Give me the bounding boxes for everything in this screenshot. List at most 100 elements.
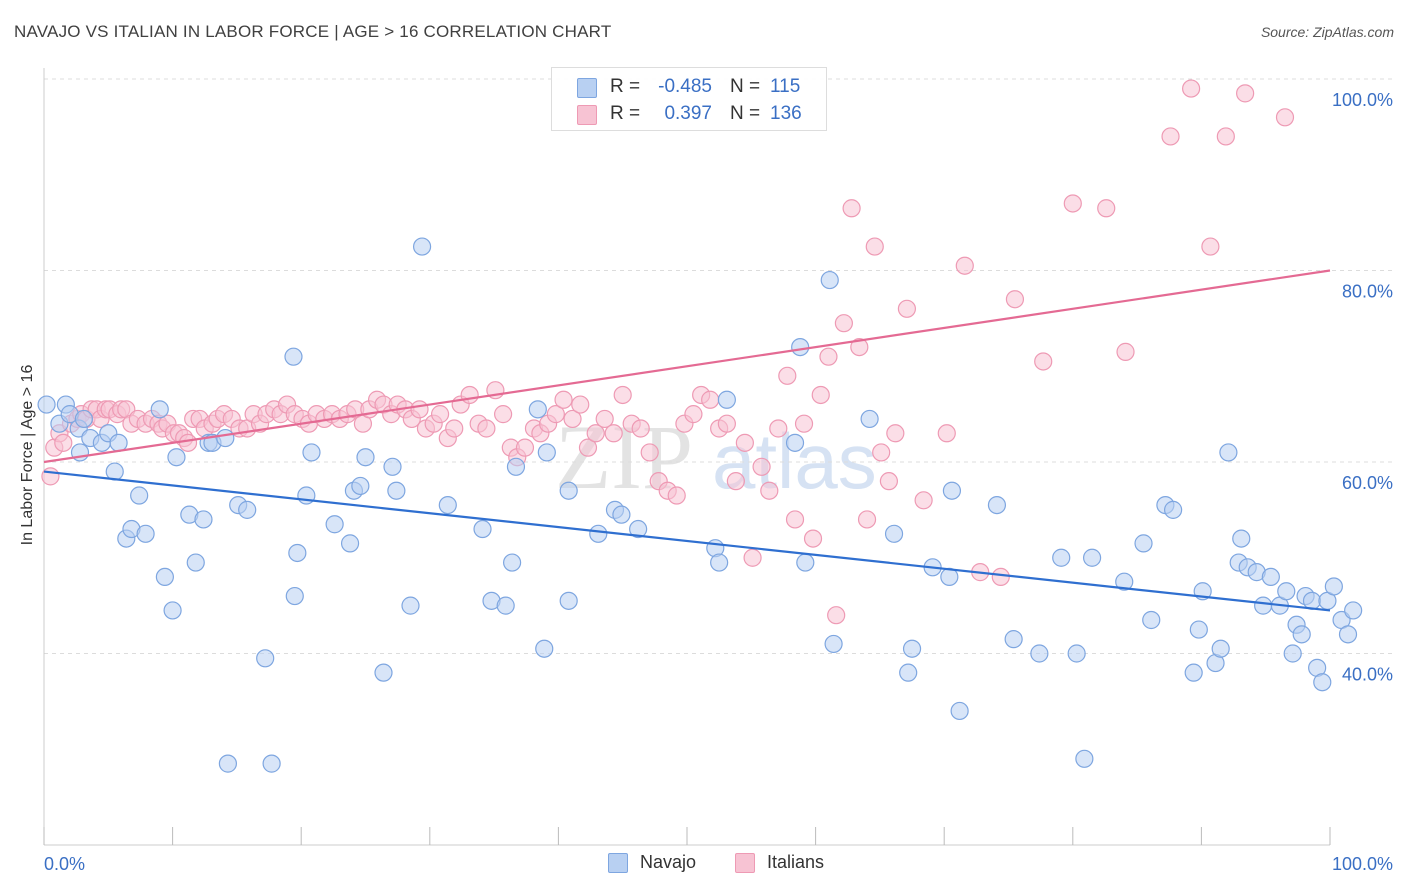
navajo-point <box>496 596 515 615</box>
navajo-point <box>1164 500 1183 519</box>
italians-point <box>937 424 956 443</box>
navajo-point <box>503 553 522 572</box>
italians-point <box>1034 352 1053 371</box>
navajo-n-value: 115 <box>770 76 801 97</box>
navajo-point <box>791 338 810 357</box>
italians-point <box>1161 127 1180 146</box>
italians-point <box>1201 237 1220 256</box>
stats-row-italians: R = 0.397 N = 136 <box>552 101 826 127</box>
italians-point <box>640 443 659 462</box>
italians-point <box>1216 127 1235 146</box>
navajo-point <box>473 519 492 539</box>
italians-point <box>752 457 771 476</box>
navajo-point <box>1189 620 1208 639</box>
italians-point <box>701 390 720 409</box>
italians-point <box>546 405 565 424</box>
y-tick-label: 100.0% <box>1332 90 1393 110</box>
navajo-point <box>1338 625 1358 644</box>
navajo-point <box>899 663 918 682</box>
italians-point <box>785 510 805 529</box>
italians-point <box>811 385 830 405</box>
navajo-point <box>1075 749 1094 768</box>
navajo-point <box>824 634 843 654</box>
navajo-point <box>710 553 729 572</box>
italians-point <box>445 419 464 438</box>
navajo-point <box>351 476 370 496</box>
italians-point <box>819 347 838 366</box>
navajo-point <box>285 586 304 606</box>
italians-point <box>872 443 891 462</box>
navajo-point <box>1082 548 1102 567</box>
italians-point <box>410 400 429 419</box>
italians-point <box>991 567 1010 587</box>
italians-point <box>955 256 974 275</box>
source-note: Source: ZipAtlas.com <box>1260 24 1394 40</box>
navajo-point <box>109 433 128 452</box>
navajo-point <box>717 390 736 409</box>
italians-point <box>41 467 60 486</box>
r-label: R = <box>610 103 641 124</box>
navajo-point <box>340 534 360 553</box>
italians-point <box>684 405 703 424</box>
navajo-point <box>401 596 420 615</box>
italians-r-value: 0.397 <box>664 103 712 124</box>
navajo-point <box>860 409 879 429</box>
navajo-point <box>1283 644 1302 663</box>
navajo-point <box>1254 596 1273 615</box>
italians-point <box>1063 194 1082 213</box>
italians-point <box>735 433 754 452</box>
legend-navajo-label: Navajo <box>640 852 697 872</box>
navajo-point <box>1261 567 1280 587</box>
navajo-point <box>629 519 648 539</box>
navajo-point <box>238 500 257 519</box>
navajo-point <box>506 457 526 476</box>
trend-lines <box>43 269 1331 612</box>
italians-point <box>1236 84 1255 103</box>
italians-point <box>1097 199 1116 218</box>
navajo-point <box>987 495 1007 515</box>
italians-point <box>1275 108 1295 127</box>
y-tick-label: 80.0% <box>1342 282 1393 302</box>
navajo-point <box>194 510 213 529</box>
italians-point <box>769 419 788 438</box>
x-tick-label: 0.0% <box>44 854 85 874</box>
italians-point <box>879 472 899 491</box>
italians-point <box>571 395 590 414</box>
navajo-point <box>288 543 307 563</box>
italians-point <box>1005 290 1025 309</box>
italians-point <box>554 390 573 409</box>
navajo-point <box>284 347 303 366</box>
stats-row-navajo: R = -0.485 N = 115 <box>552 74 826 100</box>
navajo-point <box>942 481 962 500</box>
navajo-point <box>884 524 904 543</box>
navajo-point <box>796 553 815 572</box>
navajo-point <box>438 495 457 515</box>
navajo-point <box>1067 644 1086 663</box>
navajo-point <box>302 443 321 462</box>
navajo-point <box>383 457 402 476</box>
axes <box>43 68 1331 846</box>
italians-swatch <box>577 105 597 125</box>
italians-point <box>631 419 650 438</box>
italians-point <box>842 199 861 218</box>
navajo-point <box>325 515 344 534</box>
navajo-point <box>1313 673 1332 692</box>
italians-point <box>778 366 797 385</box>
navajo-point <box>1004 630 1023 649</box>
italians-point <box>477 419 496 438</box>
navajo-point <box>155 567 174 587</box>
watermark-atlas: atlas <box>712 417 877 505</box>
navajo-point <box>785 433 805 452</box>
navajo-point <box>167 448 186 467</box>
navajo-point <box>1344 601 1363 620</box>
legend-italians-swatch <box>735 853 755 873</box>
italians-point <box>586 424 605 443</box>
italians-point <box>178 433 198 452</box>
italians-point <box>794 414 814 433</box>
y-tick-label: 60.0% <box>1342 473 1393 493</box>
navajo-point <box>218 754 237 773</box>
navajo-point <box>37 395 56 414</box>
navajo-trend-line <box>43 470 1331 612</box>
navajo-point <box>537 443 556 462</box>
